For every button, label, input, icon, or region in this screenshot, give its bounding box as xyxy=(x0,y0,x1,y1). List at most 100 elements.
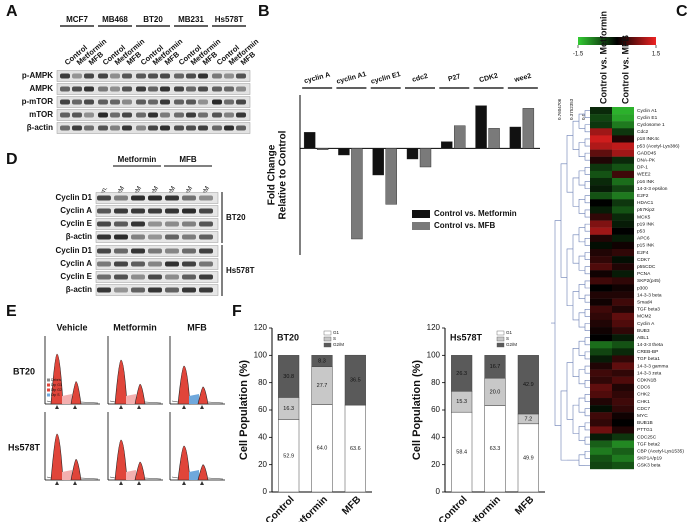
blot-band xyxy=(97,208,111,214)
legend-label: Debris xyxy=(51,378,61,382)
blot-band xyxy=(224,99,234,105)
row-label: PTTG1 xyxy=(637,427,653,433)
row-label: p53 xyxy=(637,228,645,234)
value-label: 16.7 xyxy=(490,364,501,370)
blot-band xyxy=(98,99,108,105)
row-label: GADD45 xyxy=(637,150,657,156)
legend-swatch xyxy=(496,342,505,348)
g1-peak xyxy=(50,433,64,481)
heatmap-cell xyxy=(612,291,634,299)
blot-band xyxy=(122,86,132,92)
blot-band xyxy=(84,99,94,105)
heatmap-cell xyxy=(590,362,612,370)
blot-band xyxy=(212,73,222,79)
heatmap-cell xyxy=(590,192,612,200)
heatmap-cell xyxy=(612,362,634,370)
g2-peak xyxy=(197,464,209,481)
legend-label: Dip G2 xyxy=(51,388,62,392)
heatmap-cell xyxy=(612,383,634,392)
row-label: E2F2 xyxy=(637,193,649,199)
blot-band xyxy=(224,112,234,118)
legend-label: G1 xyxy=(506,330,513,335)
row-label: GSK3 beta xyxy=(637,463,661,469)
legend-swatch xyxy=(496,330,505,336)
legend-swatch xyxy=(412,210,430,218)
category-label: CDK2 xyxy=(479,72,499,84)
y-tick-label: 120 xyxy=(427,323,441,332)
heatmap-cell xyxy=(612,319,634,328)
blot-band xyxy=(186,125,196,131)
s-phase xyxy=(62,470,72,480)
y-tick-label: 0 xyxy=(436,487,441,496)
histogram-outline xyxy=(109,476,162,480)
blot-band xyxy=(122,73,132,79)
value-label: 16.3 xyxy=(283,406,294,412)
heatmap-cell xyxy=(612,185,634,193)
blot-band xyxy=(199,195,213,201)
heatmap-cell xyxy=(612,284,634,292)
row-label: MCM2 xyxy=(637,314,651,320)
heatmap-cell xyxy=(590,405,612,413)
heatmap-cell xyxy=(590,220,612,228)
blot-band xyxy=(136,125,146,131)
column-label: Control vs. Metformin xyxy=(598,11,608,104)
y-tick-label: 20 xyxy=(258,460,267,469)
blot-band xyxy=(72,73,82,79)
condition-label: MFB xyxy=(187,322,207,332)
blot-band xyxy=(84,73,94,79)
y-tick-label: 80 xyxy=(431,378,440,387)
heatmap-cell xyxy=(590,142,612,150)
marker-triangle xyxy=(137,481,141,485)
blot-band xyxy=(199,287,213,293)
heatmap-cell xyxy=(612,305,634,314)
panel-label: D xyxy=(6,151,18,168)
heatmap-cell xyxy=(612,213,634,221)
blot-band xyxy=(97,248,111,254)
blot-band xyxy=(136,86,146,92)
blot-band xyxy=(97,234,111,240)
category-label: P27 xyxy=(447,73,461,83)
legend-label: Control vs. MFB xyxy=(434,221,496,230)
blot-band xyxy=(212,112,222,118)
row-label: CDK7 xyxy=(637,257,650,263)
marker-triangle xyxy=(182,405,186,409)
legend-swatch xyxy=(47,388,50,392)
s-phase xyxy=(126,394,136,404)
blot-band xyxy=(131,234,145,240)
protein-label: Cyclin D1 xyxy=(56,193,93,202)
heatmap-cell xyxy=(612,149,634,157)
heatmap-cell xyxy=(590,447,612,456)
y-tick-label: 20 xyxy=(431,460,440,469)
heatmap-cell xyxy=(612,248,634,257)
blot-band xyxy=(122,99,132,105)
y-tick-label: 0 xyxy=(263,487,268,496)
heatmap-cell xyxy=(612,241,634,250)
row-label: Smad4 xyxy=(637,299,653,305)
heatmap-cell xyxy=(612,270,634,278)
bar xyxy=(338,148,350,156)
histogram-outline xyxy=(171,476,224,480)
protein-label: Cyclin E xyxy=(60,272,92,281)
row-label: ABL1 xyxy=(637,335,649,341)
treatment-label: MFB xyxy=(179,155,197,164)
row-label: MYC xyxy=(637,413,648,419)
heatmap-cell xyxy=(612,341,634,349)
heatmap-cell xyxy=(590,199,612,207)
heatmap-cell xyxy=(612,163,634,172)
blot-band xyxy=(199,221,213,227)
heatmap-cell xyxy=(590,135,612,143)
y-axis-label: Fold Change xyxy=(267,144,278,205)
row-label: APC6 xyxy=(637,236,650,242)
colorbar-tick-label: 1.5 xyxy=(652,52,661,58)
blot-band xyxy=(236,73,246,79)
blot-band xyxy=(198,112,208,118)
bar xyxy=(475,105,487,149)
row-label: MCK5 xyxy=(637,214,651,220)
heatmap-cell xyxy=(590,412,612,420)
heatmap-cell xyxy=(612,107,634,115)
value-label: 26.3 xyxy=(456,371,467,377)
heatmap-cell xyxy=(612,206,634,214)
row-label: CDC7 xyxy=(637,406,650,412)
blot-band xyxy=(236,86,246,92)
